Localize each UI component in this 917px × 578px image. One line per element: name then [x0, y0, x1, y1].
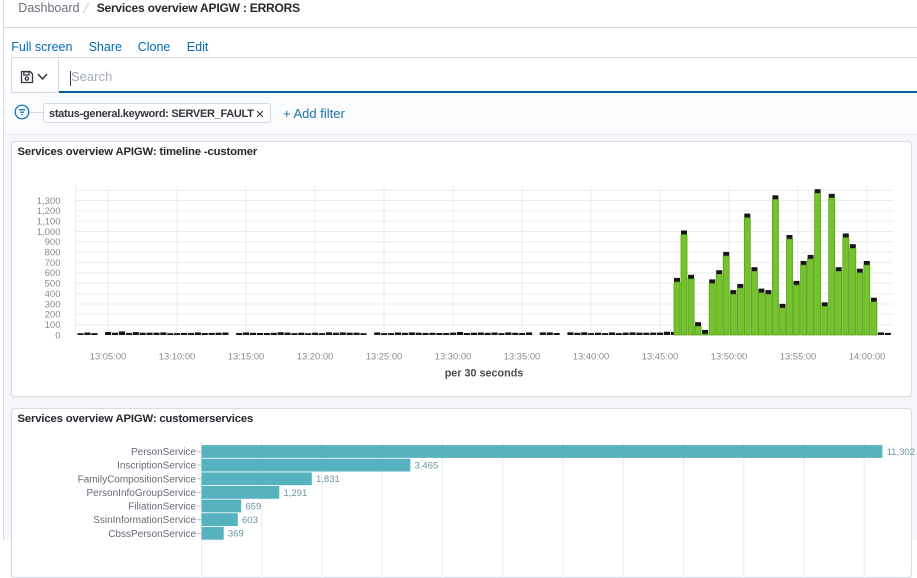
svg-text:PersonService: PersonService — [131, 447, 196, 458]
svg-text:0: 0 — [55, 330, 60, 341]
svg-text:900: 900 — [45, 237, 61, 248]
svg-text:13:05:00: 13:05:00 — [90, 351, 127, 362]
svg-text:PersonInfoGroupService: PersonInfoGroupService — [86, 488, 196, 499]
svg-text:13:55:00: 13:55:00 — [780, 351, 817, 362]
svg-text:13:30:00: 13:30:00 — [435, 351, 472, 362]
svg-text:600: 600 — [45, 268, 61, 279]
svg-text:1,200: 1,200 — [37, 206, 61, 217]
svg-text:13:45:00: 13:45:00 — [642, 351, 679, 362]
svg-text:13:50:00: 13:50:00 — [711, 351, 748, 362]
svg-text:400: 400 — [45, 289, 61, 300]
svg-text:603: 603 — [242, 515, 258, 526]
svg-text:700: 700 — [45, 258, 61, 269]
svg-text:InscriptionService: InscriptionService — [117, 461, 196, 472]
svg-text:1,300: 1,300 — [37, 196, 61, 207]
svg-text:11,302: 11,302 — [887, 447, 915, 458]
svg-text:800: 800 — [45, 248, 61, 259]
svg-text:3,465: 3,465 — [415, 461, 439, 472]
svg-text:14:00:00: 14:00:00 — [849, 351, 886, 362]
svg-text:13:35:00: 13:35:00 — [504, 351, 541, 362]
svg-text:13:20:00: 13:20:00 — [297, 351, 334, 362]
svg-text:500: 500 — [45, 279, 61, 290]
svg-text:1,831: 1,831 — [316, 474, 340, 485]
svg-text:13:25:00: 13:25:00 — [366, 351, 403, 362]
svg-text:FiliationService: FiliationService — [128, 502, 196, 513]
svg-text:CbssPersonService: CbssPersonService — [108, 529, 196, 540]
svg-text:SsinInformationService: SsinInformationService — [93, 515, 196, 526]
svg-text:100: 100 — [45, 320, 61, 331]
svg-text:300: 300 — [45, 299, 61, 310]
svg-text:FamilyCompositionService: FamilyCompositionService — [78, 474, 197, 485]
svg-text:13:40:00: 13:40:00 — [573, 351, 610, 362]
svg-text:13:15:00: 13:15:00 — [228, 351, 265, 362]
svg-text:per 30 seconds: per 30 seconds — [445, 368, 524, 380]
svg-text:1,100: 1,100 — [37, 217, 61, 228]
svg-text:369: 369 — [228, 529, 244, 540]
svg-text:1,000: 1,000 — [37, 227, 61, 238]
svg-text:1,291: 1,291 — [284, 488, 308, 499]
svg-text:200: 200 — [45, 310, 61, 321]
svg-text:659: 659 — [245, 501, 261, 512]
svg-text:13:10:00: 13:10:00 — [159, 351, 196, 362]
